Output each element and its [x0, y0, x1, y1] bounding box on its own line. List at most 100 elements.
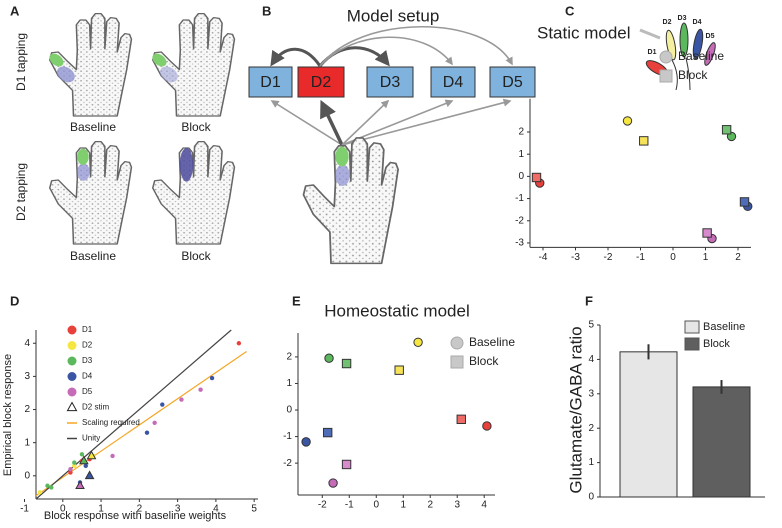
y-tick-label: 2: [518, 127, 524, 138]
marker-circle: [179, 397, 184, 402]
x-tick-label: -2: [318, 500, 327, 511]
legend-label: D3: [82, 356, 93, 365]
panel-label: E: [292, 293, 301, 308]
marker-circle: [67, 372, 77, 381]
hand: [151, 140, 236, 245]
legend-label: D4: [82, 372, 93, 381]
marker-circle: [482, 421, 492, 431]
x-tick-label: 4: [213, 504, 219, 515]
y-tick-label: 3: [24, 371, 30, 382]
finger-label: D4: [693, 19, 702, 26]
marker-square: [531, 172, 542, 183]
legend-label: Baseline: [469, 335, 515, 349]
y-tick-label: 2: [588, 423, 594, 434]
box-label: D2: [311, 74, 332, 91]
x-tick-label: 1: [98, 504, 104, 515]
x-tick-label: 3: [454, 500, 460, 511]
legend-label: Block: [678, 68, 708, 82]
x-tick-label: 2: [735, 252, 741, 263]
legend-label: Baseline: [703, 321, 745, 333]
row-label: D1 tapping: [14, 33, 28, 91]
column-label: Block: [181, 249, 211, 263]
x-tick-label: 2: [137, 504, 143, 515]
marker-square: [721, 125, 732, 135]
marker-triangle: [84, 470, 95, 480]
marker-circle: [659, 50, 673, 64]
column-label: Baseline: [70, 249, 116, 263]
legend-label: D2: [82, 341, 93, 350]
x-tick-label: 2: [427, 500, 433, 511]
panel-label: C: [565, 3, 575, 18]
y-tick-label: 3: [588, 388, 594, 399]
marker-circle: [324, 353, 334, 363]
x-tick-label: 4: [481, 500, 487, 511]
marker-square: [341, 358, 352, 369]
panel-label: A: [10, 3, 20, 18]
marker-circle: [236, 341, 242, 346]
y-tick-label: 2: [24, 404, 30, 415]
x-tick-label: -1: [636, 252, 645, 263]
y-tick-label: 4: [588, 354, 594, 365]
marker-circle: [110, 453, 115, 459]
y-tick-label: 5: [588, 320, 594, 331]
x-tick-label: 0: [373, 500, 379, 511]
box-label: D4: [443, 74, 464, 91]
hand: [302, 137, 399, 265]
legend-label: D1: [82, 325, 93, 334]
marker-circle: [68, 470, 73, 475]
x-axis-label: Block response with baseline weights: [44, 510, 227, 522]
y-tick-label: 1: [518, 149, 524, 160]
panel-label: B: [262, 3, 271, 18]
marker-circle: [450, 336, 464, 350]
marker-square: [394, 365, 404, 375]
marker-square: [739, 197, 750, 207]
y-tick-label: 2: [286, 352, 292, 363]
chart-title: Homeostatic model: [324, 301, 470, 320]
y-tick-label: 0: [24, 470, 30, 481]
y-tick-label: -1: [515, 193, 524, 204]
x-tick-label: 1: [703, 252, 709, 263]
marker-square: [639, 136, 649, 146]
legend-label: D2 stim: [82, 403, 109, 412]
finger-label: D5: [706, 33, 715, 40]
marker-circle: [209, 375, 215, 381]
x-tick-label: -3: [571, 252, 580, 263]
x-tick-label: 5: [251, 504, 257, 515]
y-tick-label: -2: [283, 458, 292, 469]
hand: [48, 12, 133, 117]
legend-label: Baseline: [678, 49, 724, 63]
marker-square: [702, 228, 712, 238]
bar: [619, 351, 678, 498]
fit-line: [35, 329, 232, 500]
marker-square: [450, 355, 464, 369]
x-tick-label: -1: [20, 504, 29, 515]
legend-label: Unity: [82, 434, 100, 443]
marker-circle: [198, 387, 203, 392]
legend-label: Block: [469, 354, 499, 368]
marker-circle: [68, 466, 73, 472]
y-tick-label: 4: [24, 338, 30, 349]
marker-circle: [37, 490, 43, 495]
x-tick-label: 0: [60, 504, 66, 515]
y-tick-label: -1: [283, 431, 292, 442]
marker-circle: [72, 463, 77, 469]
column-label: Block: [181, 120, 211, 134]
x-tick-label: 3: [175, 504, 181, 515]
hand: [48, 140, 133, 245]
chart-title: Static model: [537, 23, 631, 42]
marker-triangle: [66, 401, 78, 412]
panel-label: F: [585, 293, 593, 308]
row-label: D2 tapping: [14, 163, 28, 221]
marker-circle: [144, 430, 150, 435]
marker-circle: [413, 337, 423, 347]
hand: [151, 12, 236, 117]
marker-triangle: [75, 480, 85, 490]
marker-square: [322, 427, 333, 438]
x-tick-label: 0: [670, 252, 676, 263]
marker-circle: [49, 485, 54, 490]
column-label: Baseline: [70, 120, 116, 134]
marker-circle: [67, 325, 77, 335]
marker-square: [456, 414, 466, 425]
